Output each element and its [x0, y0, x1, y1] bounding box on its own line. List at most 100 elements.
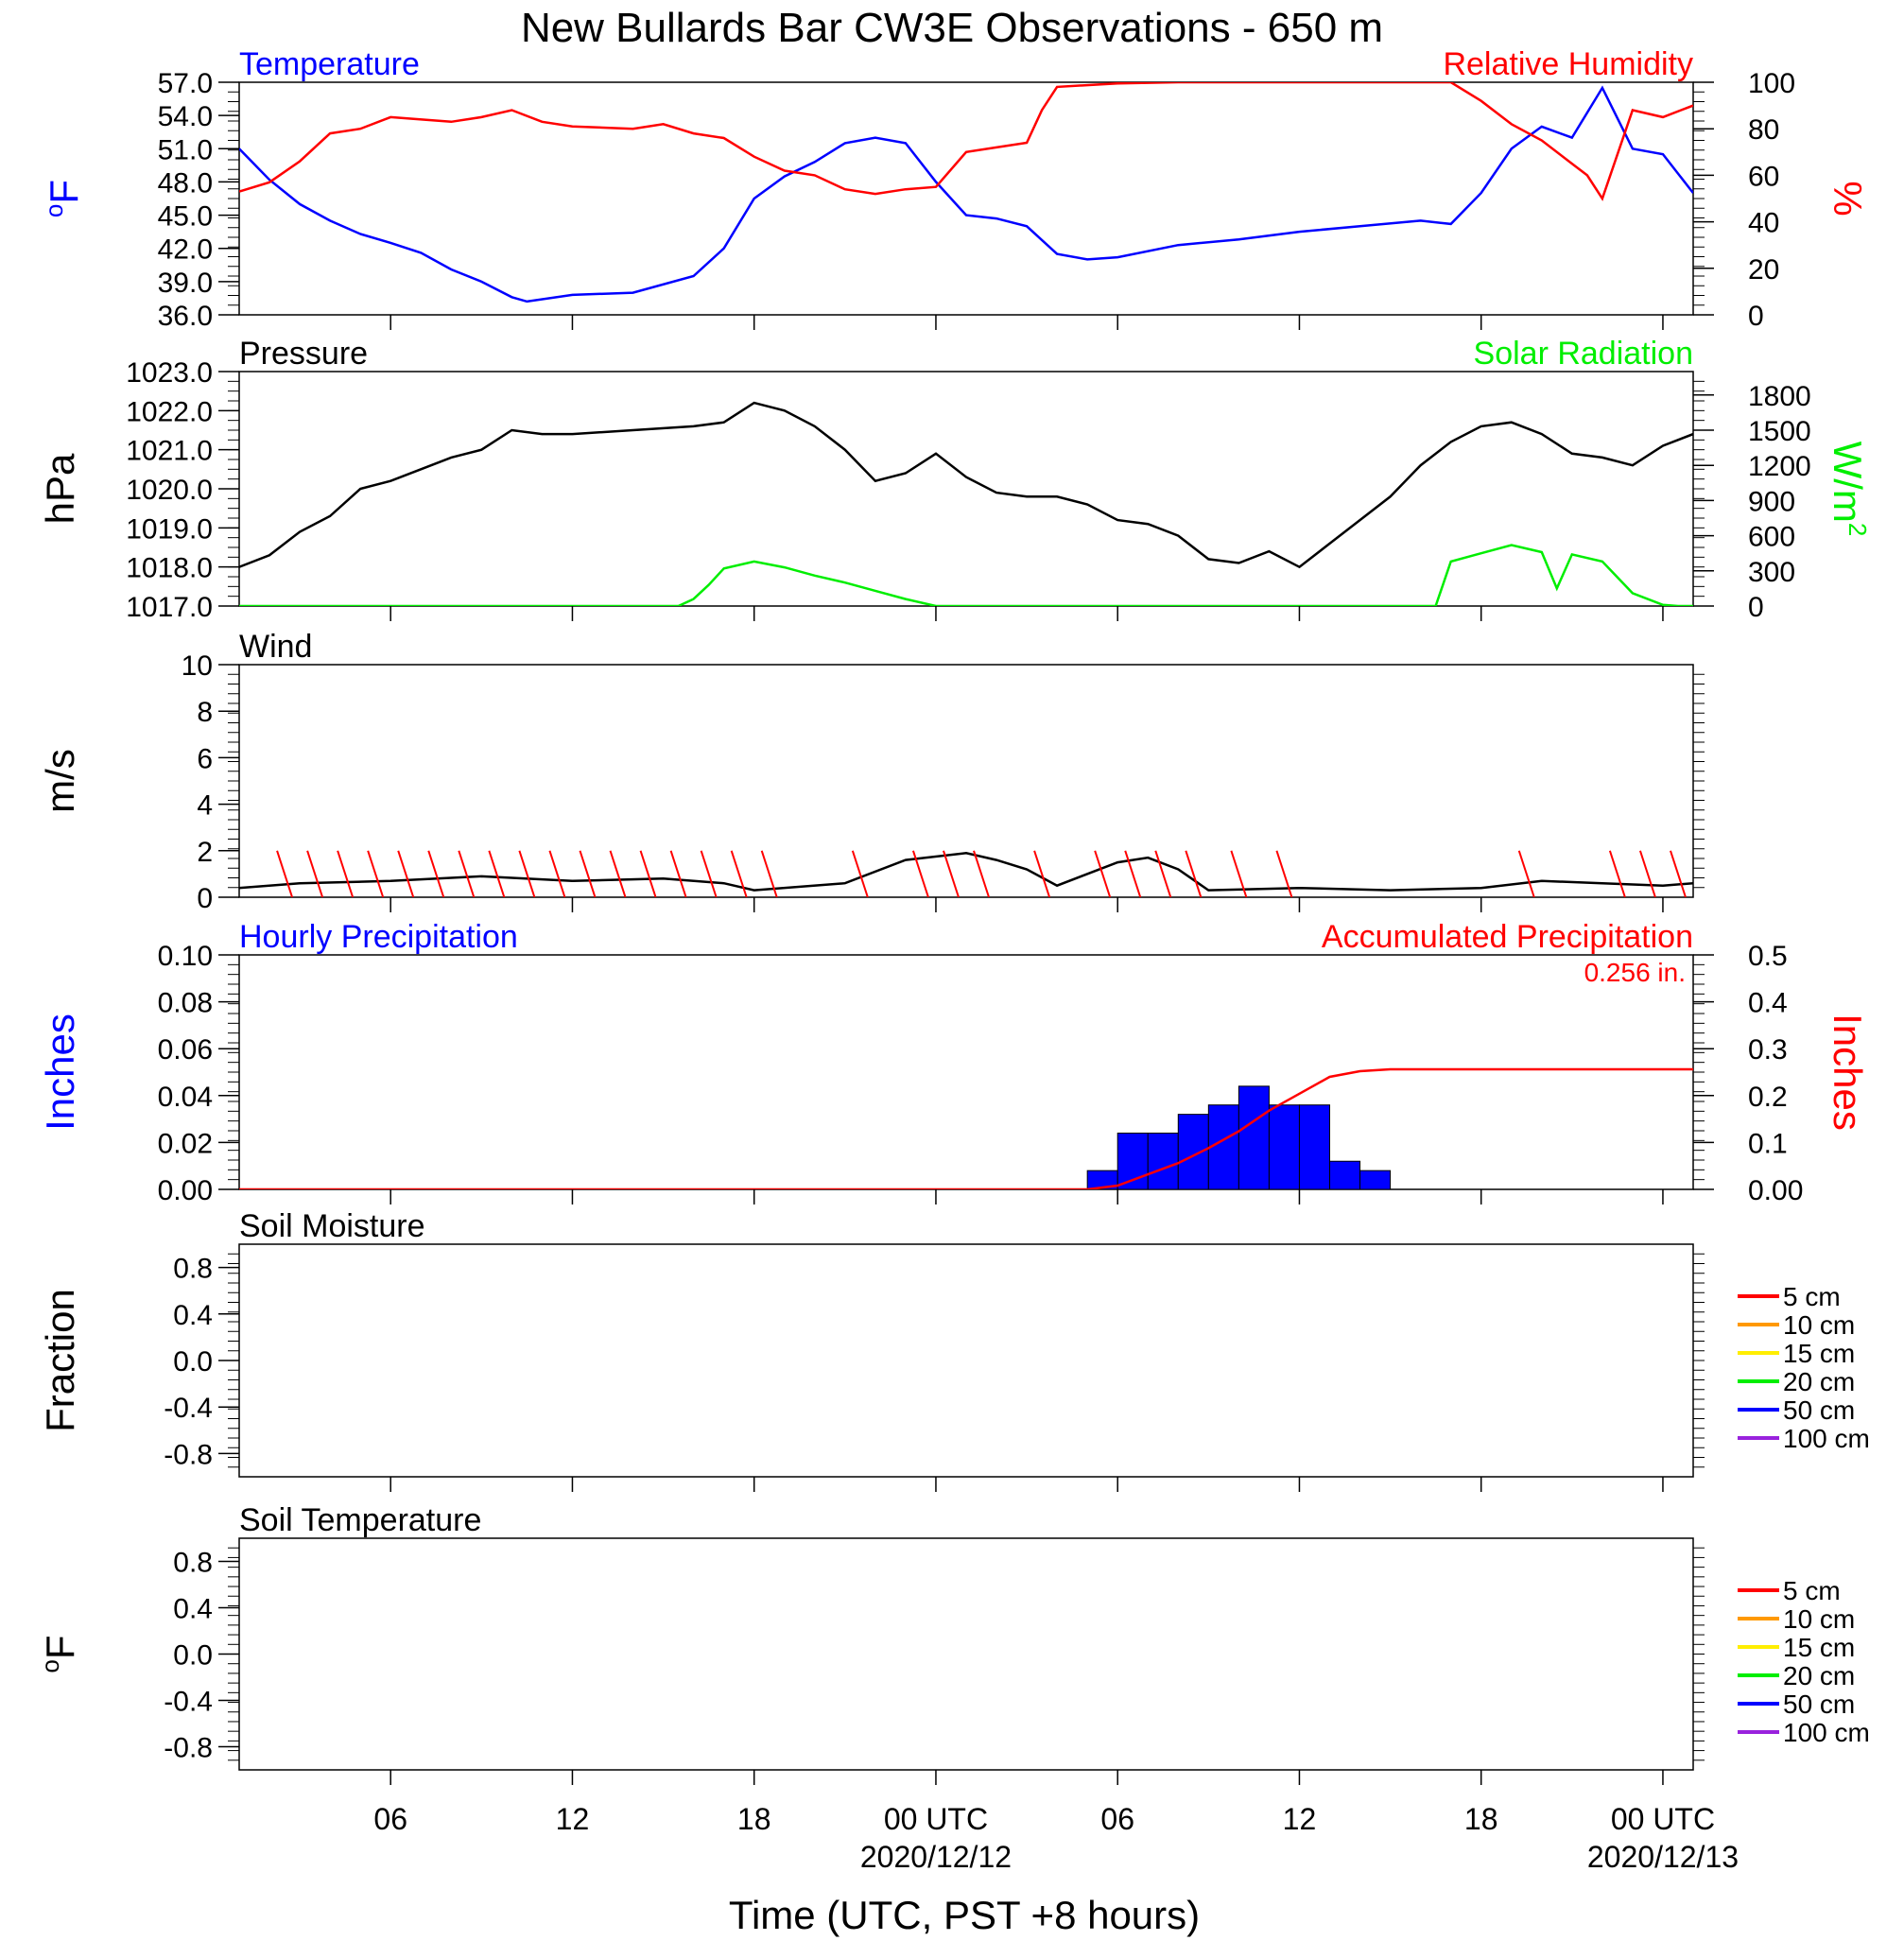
y-tick-label: 1021.0: [126, 436, 213, 467]
wind-barb: [700, 850, 718, 897]
wind-barb: [760, 850, 778, 897]
y-axis-title-right: %: [1826, 181, 1870, 216]
series-line: [239, 544, 1693, 606]
y-tick-label: 45.0: [158, 201, 213, 233]
y-axis-title-left: hPa: [38, 453, 82, 524]
precip-bar: [1268, 1104, 1300, 1189]
legend-label: 100 cm: [1783, 1718, 1870, 1747]
y2-tick-label: 0: [1748, 301, 1764, 332]
legend-label: 5 cm: [1783, 1282, 1841, 1311]
y-tick-label: 54.0: [158, 101, 213, 132]
wind-barb: [579, 850, 597, 897]
wind-barb: [548, 850, 566, 897]
wind-barb: [337, 850, 355, 897]
wind-barb: [397, 850, 415, 897]
y2-tick-label: 100: [1748, 68, 1795, 99]
wind-barb: [518, 850, 536, 897]
y-tick-label: 10: [182, 650, 213, 682]
legend-label: 10 cm: [1783, 1604, 1855, 1634]
y-tick-label: -0.8: [164, 1439, 213, 1470]
y-tick-label: -0.4: [164, 1393, 213, 1424]
wind-barb: [427, 850, 445, 897]
wind-barb: [1638, 850, 1656, 897]
figure-title: New Bullards Bar CW3E Observations - 650…: [521, 5, 1383, 51]
y-tick-label: 42.0: [158, 234, 213, 266]
series-line: [239, 1067, 1693, 1189]
precip-bar: [1298, 1104, 1331, 1189]
y-tick-label: 57.0: [158, 68, 213, 99]
y-tick-label: 36.0: [158, 301, 213, 332]
precip-bar: [1329, 1160, 1361, 1189]
panel-1: 1023.0 1022.0 1021.0 1020.0 1019.0 1018.0 1017…: [38, 336, 1872, 623]
x-tick-label: 06: [1100, 1802, 1134, 1836]
panel-title-right: Relative Humidity: [1443, 46, 1693, 82]
precip-bar: [1147, 1132, 1179, 1189]
precip-bar: [1177, 1114, 1209, 1189]
data-layer: [239, 1067, 1693, 1189]
wind-barb: [1230, 850, 1248, 897]
y-tick-label: 0.0: [173, 1346, 213, 1378]
y-tick-label: 0.0: [173, 1640, 213, 1672]
y2-tick-label: 60: [1748, 161, 1779, 192]
series-line: [239, 82, 1693, 201]
x-tick-label: 00 UTC: [884, 1802, 988, 1836]
panel-title-left: Soil Moisture: [239, 1208, 425, 1244]
y-axis-title-left: Inches: [38, 1014, 82, 1131]
wind-barb: [609, 850, 627, 897]
legend-label: 10 cm: [1783, 1310, 1855, 1340]
y2-tick-label: 1500: [1748, 416, 1811, 447]
x-axis-title: Time (UTC, PST +8 hours): [729, 1893, 1200, 1937]
x-tick-label: 06: [373, 1802, 407, 1836]
y2-tick-label: 900: [1748, 486, 1795, 517]
y-tick-label: 51.0: [158, 134, 213, 165]
y-tick-label: 1019.0: [126, 513, 213, 545]
wind-barb: [367, 850, 385, 897]
y2-tick-label: 0.2: [1748, 1082, 1788, 1113]
y-tick-label: 0: [197, 883, 213, 914]
panel-4: 0.8 0.4 0.0 -0.4 -0.8 Soil Moisture Fraction 5 …: [38, 1208, 1870, 1492]
x-tick-label: 00 UTC: [1611, 1802, 1715, 1836]
y2-tick-label: 0: [1748, 592, 1764, 623]
y-tick-label: 1023.0: [126, 357, 213, 389]
precip-bar: [1238, 1085, 1270, 1189]
y-tick-label: 0.06: [158, 1034, 213, 1066]
time-axis: 06 12 18 00 UTC 2020/12/12 06 12 18 00 UTC 2020/1…: [373, 1802, 1739, 1874]
y-axis-title-left: oF: [36, 1635, 82, 1672]
y2-tick-label: 80: [1748, 114, 1779, 146]
y-tick-label: 0.02: [158, 1128, 213, 1159]
wind-barb: [669, 850, 687, 897]
wind-barb: [911, 850, 929, 897]
series-line: [239, 401, 1693, 569]
y-tick-label: 0.00: [158, 1175, 213, 1206]
wind-barb: [458, 850, 476, 897]
wind-barb: [1154, 850, 1172, 897]
wind-barb: [851, 850, 869, 897]
y-tick-label: 39.0: [158, 268, 213, 299]
y-tick-label: -0.8: [164, 1733, 213, 1764]
y-axis-title-right: Inches: [1826, 1014, 1870, 1131]
wind-barb: [973, 850, 990, 897]
legend-label: 20 cm: [1783, 1661, 1855, 1690]
y-tick-label: 1017.0: [126, 592, 213, 623]
precip-bar: [1359, 1170, 1392, 1189]
y-tick-label: 1022.0: [126, 396, 213, 427]
accumulated-total-label: 0.256 in.: [1584, 958, 1686, 987]
y-tick-label: 48.0: [158, 167, 213, 199]
data-layer: [239, 82, 1693, 303]
y-tick-label: -0.4: [164, 1687, 213, 1718]
wind-barb: [1185, 850, 1203, 897]
y-tick-label: 0.08: [158, 988, 213, 1019]
wind-barb: [276, 850, 294, 897]
y-tick-label: 0.4: [173, 1594, 213, 1625]
y-tick-label: 1020.0: [126, 475, 213, 506]
wind-barb: [1670, 850, 1687, 897]
y-axis-title-left: oF: [40, 180, 86, 217]
panel-title-left: Wind: [239, 629, 312, 665]
y-tick-label: 0.4: [173, 1300, 213, 1331]
wind-barb: [1275, 850, 1293, 897]
plot-frame: [238, 1537, 1694, 1771]
y2-tick-label: 20: [1748, 254, 1779, 286]
precip-bar: [1207, 1104, 1239, 1189]
panel-title-right: Accumulated Precipitation: [1322, 919, 1693, 955]
